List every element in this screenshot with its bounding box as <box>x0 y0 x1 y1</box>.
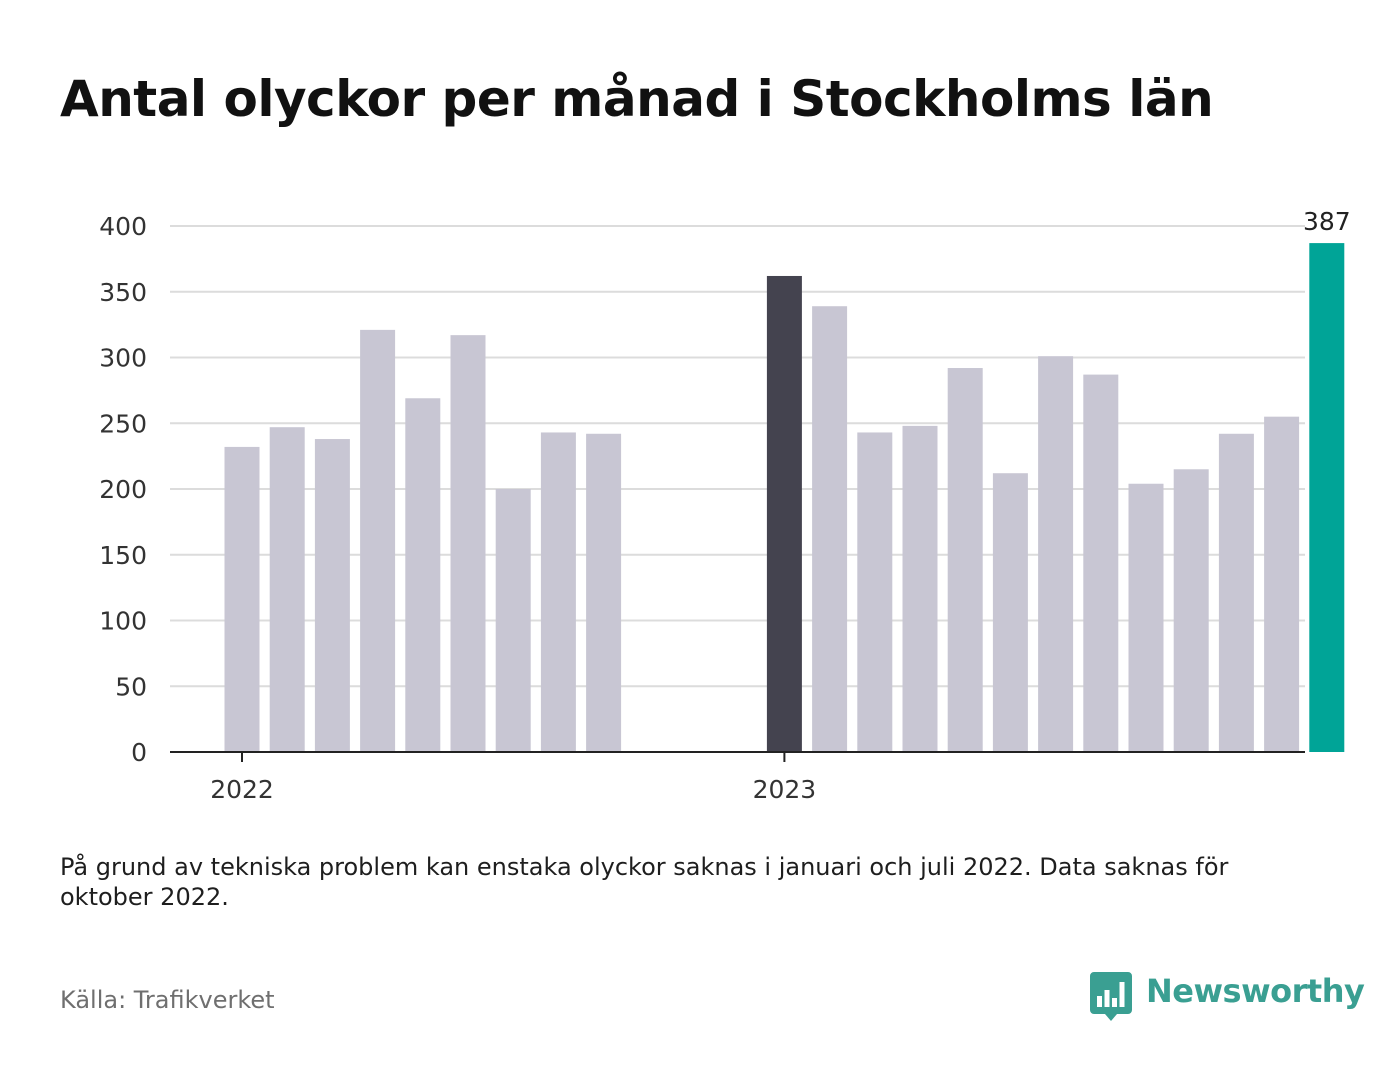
y-tick-label: 400 <box>99 212 147 241</box>
bar-2023-06 <box>992 473 1028 752</box>
x-axis-ticks: 2022 2023 <box>210 752 816 804</box>
bar-2022-03 <box>314 439 350 752</box>
bar-2023-03 <box>857 432 893 752</box>
y-tick-label: 200 <box>99 475 147 504</box>
bar-2023-12 <box>1264 416 1300 752</box>
bar-2022-07 <box>495 489 531 752</box>
bars <box>224 243 1345 752</box>
y-tick-label: 350 <box>99 278 147 307</box>
footnote: På grund av tekniska problem kan enstaka… <box>60 853 1229 911</box>
bar-2023-04 <box>902 425 938 752</box>
bar-2022-08 <box>540 432 576 752</box>
y-tick-label: 300 <box>99 344 147 373</box>
bar-2023-01 <box>766 275 802 752</box>
y-tick-label: 0 <box>131 738 147 767</box>
bar-2022-04 <box>360 329 396 752</box>
source-credit: Källa: Trafikverket <box>60 986 275 1014</box>
bar-2022-01 <box>224 446 260 752</box>
bar-2022-02 <box>269 427 305 752</box>
bar-2022-09 <box>586 433 622 752</box>
bar-2023-07 <box>1038 356 1074 752</box>
bar-chart: 0 50 100 150 200 250 300 350 400 2022 2023 387 <box>99 207 1351 804</box>
bar-2022-05 <box>405 398 441 752</box>
x-tick-label: 2022 <box>210 775 274 804</box>
chart-title: Antal olyckor per månad i Stockholms län <box>60 70 1214 128</box>
y-tick-label: 100 <box>99 607 147 636</box>
bar-2024-01 <box>1309 243 1345 752</box>
y-tick-label: 150 <box>99 541 147 570</box>
y-tick-label: 250 <box>99 409 147 438</box>
bar-2023-10 <box>1173 469 1209 752</box>
bar-2022-06 <box>450 335 486 752</box>
y-tick-label: 50 <box>115 672 147 701</box>
newsworthy-logo[interactable]: Newsworthy <box>1090 970 1365 1026</box>
x-tick-label: 2023 <box>753 775 817 804</box>
grid-lines <box>170 225 1305 688</box>
brand-name: Newsworthy <box>1146 972 1365 1010</box>
y-axis-tick-labels: 0 50 100 150 200 250 300 350 400 <box>99 212 147 767</box>
bar-2023-09 <box>1128 483 1164 752</box>
data-label: 387 <box>1303 207 1351 236</box>
bar-2023-08 <box>1083 374 1119 752</box>
bar-2023-02 <box>812 306 848 752</box>
data-labels: 387 <box>1303 207 1351 236</box>
bar-2023-05 <box>947 368 983 752</box>
bar-2023-11 <box>1218 433 1254 752</box>
bar-chart-speech-bubble-icon <box>1090 972 1132 1021</box>
